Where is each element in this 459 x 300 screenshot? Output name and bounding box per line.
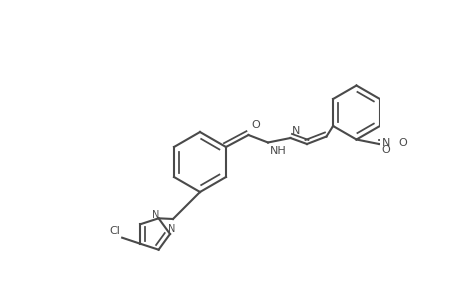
Text: NH: NH — [269, 146, 285, 155]
Text: O: O — [397, 137, 406, 148]
Text: O: O — [381, 145, 389, 155]
Text: O: O — [251, 121, 260, 130]
Text: Cl: Cl — [110, 226, 120, 236]
Text: N: N — [381, 137, 389, 148]
Text: N: N — [168, 224, 175, 235]
Text: N: N — [151, 210, 159, 220]
Text: N: N — [291, 127, 300, 136]
